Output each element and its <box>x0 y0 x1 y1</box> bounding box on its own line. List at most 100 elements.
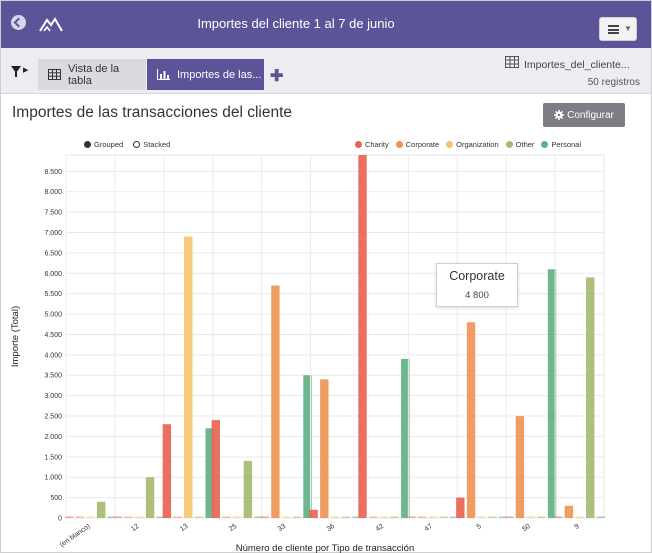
configure-button[interactable]: Configurar <box>543 103 625 127</box>
bar-zero-corporate-2 <box>173 516 182 518</box>
configure-label: Configurar <box>567 109 614 121</box>
stacked-option[interactable]: Stacked <box>133 140 170 149</box>
bar-zero-other-9 <box>537 516 546 518</box>
y-tick-label: 8.000 <box>44 189 62 196</box>
chart-tooltip: Corporate 4 800 <box>436 263 518 307</box>
gear-icon <box>554 110 565 120</box>
tab-table-label: Vista de la tabla <box>67 62 120 87</box>
app-title: Importes del cliente 1 al 7 de junio <box>197 16 395 31</box>
hamburger-menu-button[interactable]: ▼ <box>599 17 637 41</box>
bar-corporate-8 <box>466 322 476 518</box>
x-tick-label: 12 <box>130 523 140 533</box>
y-axis-label: Importe (Total) <box>10 306 21 367</box>
legend-swatch <box>541 141 549 148</box>
bar-zero-personal-3 <box>254 516 263 518</box>
legend-label: Organization <box>456 140 499 149</box>
mountain-logo-icon <box>39 17 63 32</box>
bar-other-10 <box>586 277 595 518</box>
hamburger-icon <box>608 25 619 34</box>
grouped-label: Grouped <box>94 140 124 149</box>
page-title: Importes de las transacciones del client… <box>12 104 293 121</box>
add-tab-plus-icon[interactable]: ✚ <box>270 68 284 85</box>
bar-zero-organization-10 <box>575 516 584 518</box>
x-tick-label: 36 <box>326 523 336 533</box>
legend-item-personal[interactable]: Personal <box>541 140 581 149</box>
y-tick-label: 6.000 <box>44 271 62 278</box>
bar-zero-corporate-1 <box>124 516 133 518</box>
bar-corporate-4 <box>271 285 280 518</box>
table-icon <box>48 69 61 80</box>
legend-swatch <box>446 141 454 148</box>
x-tick-label: 50 <box>521 523 531 533</box>
bar-zero-charity-1 <box>113 516 123 518</box>
x-tick-label: 9 <box>573 523 580 531</box>
bar-other-1 <box>145 477 155 518</box>
radio-unselected-icon <box>133 141 141 148</box>
bar-personal-2 <box>205 428 214 518</box>
x-tick-label: 13 <box>179 523 189 533</box>
y-tick-label: 3.000 <box>44 393 62 400</box>
y-tick-label: 0 <box>58 516 62 523</box>
bar-zero-organization-4 <box>281 516 291 518</box>
bar-zero-other-7 <box>439 516 448 518</box>
bar-charity-6 <box>358 155 367 518</box>
y-tick-label: 1.000 <box>44 475 62 482</box>
legend-item-organization[interactable]: Organization <box>446 140 499 149</box>
y-tick-label: 7.500 <box>44 210 62 217</box>
tab-chart-view[interactable]: Importes de las... <box>147 59 264 90</box>
bar-zero-charity-7 <box>407 516 416 518</box>
x-tick-label: 47 <box>424 523 434 533</box>
bar-zero-charity-9 <box>505 516 514 518</box>
y-tick-label: 7.000 <box>44 230 62 237</box>
bar-other-3 <box>243 460 253 518</box>
bar-charity-5 <box>309 509 318 518</box>
tab-chart-label: Importes de las... <box>177 68 262 81</box>
y-tick-label: 2.500 <box>44 414 62 421</box>
filter-button[interactable]: ▶ <box>9 64 31 80</box>
datasource-name[interactable]: Importes_del_cliente... <box>524 59 630 71</box>
x-tick-label: 33 <box>277 523 287 533</box>
bar-zero-organization-5 <box>330 516 340 518</box>
bar-zero-charity-10 <box>553 516 563 518</box>
bar-zero-other-5 <box>341 516 350 518</box>
stacked-label: Stacked <box>143 140 171 149</box>
grouped-option[interactable]: Grouped <box>84 140 123 149</box>
bar-organization-2 <box>184 236 193 518</box>
y-tick-label: 4.000 <box>44 352 62 359</box>
bar-charity-8 <box>456 497 465 518</box>
bar-zero-corporate-6 <box>369 516 378 518</box>
bar-zero-personal-8 <box>498 516 508 518</box>
bar-zero-organization-1 <box>135 516 144 518</box>
bar-zero-personal-10 <box>596 516 606 518</box>
x-axis-label: Número de cliente por Tipo de transacció… <box>236 543 415 553</box>
bar-corporate-5 <box>320 379 329 518</box>
caret-right-icon: ▶ <box>23 67 29 74</box>
tab-table-view[interactable]: Vista de la tabla <box>38 59 146 90</box>
bar-chart-icon <box>157 69 170 80</box>
bar-other-0 <box>96 501 106 518</box>
legend-label: Personal <box>551 140 582 149</box>
legend-label: Corporate <box>405 140 440 149</box>
legend-item-corporate[interactable]: Corporate <box>395 140 440 149</box>
bar-zero-organization-9 <box>526 516 535 518</box>
tab-bar: ▶ Vista de la tabla Importes de las... ✚ <box>1 48 651 94</box>
chart-mode-toggle: Grouped Stacked <box>84 140 170 149</box>
tooltip-title: Corporate <box>449 269 505 283</box>
series-legend: Charity Corporate Organization Other Persona… <box>355 140 581 149</box>
y-tick-label: 5.500 <box>44 291 62 298</box>
legend-label: Other <box>515 140 535 149</box>
radio-selected-icon <box>84 141 91 148</box>
back-icon[interactable] <box>11 15 26 30</box>
bar-zero-organization-8 <box>477 516 486 518</box>
bar-corporate-9 <box>515 416 525 518</box>
y-tick-label: 8.500 <box>44 169 62 176</box>
bar-zero-organization-6 <box>379 516 389 518</box>
legend-item-charity[interactable]: Charity <box>355 140 389 149</box>
x-tick-label: 25 <box>228 523 238 533</box>
datasource-table-icon <box>505 56 519 68</box>
filter-icon <box>11 66 21 73</box>
x-tick-label: 42 <box>375 523 385 533</box>
bar-zero-personal-5 <box>352 516 361 518</box>
legend-item-other[interactable]: Other <box>505 140 535 149</box>
y-tick-label: 4.500 <box>44 332 62 339</box>
